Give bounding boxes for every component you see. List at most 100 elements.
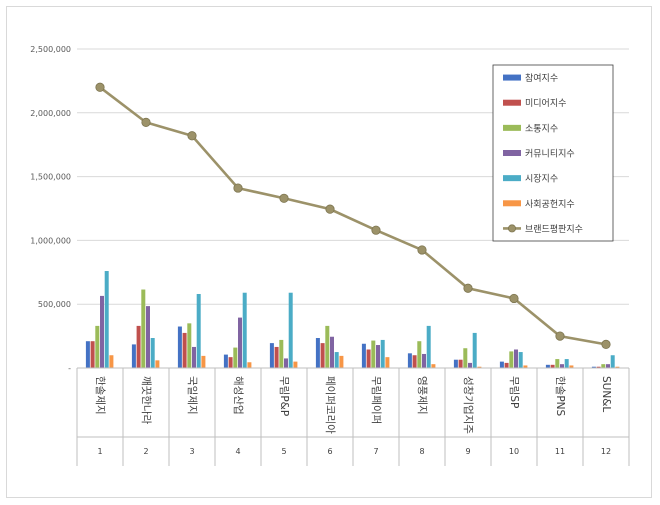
line-path — [99, 86, 607, 346]
bar — [192, 346, 196, 368]
bar — [247, 362, 252, 368]
bar — [201, 355, 206, 368]
bar — [601, 364, 606, 368]
bar — [606, 364, 610, 368]
brand-reputation-chart: - 500,000 1,000,000 1,500,000 2,000,000 2,500… — [30, 45, 630, 466]
category-number: 2 — [143, 447, 148, 456]
line-point — [141, 117, 151, 127]
legend-label: 시장지수 — [525, 174, 558, 185]
y-tick-label: 2,000,000 — [30, 109, 71, 118]
bar — [182, 332, 187, 368]
bar — [228, 357, 233, 368]
bar — [196, 293, 201, 368]
bar — [545, 364, 550, 368]
bar — [242, 292, 247, 368]
legend-label: 사회공헌지수 — [525, 199, 575, 210]
line-point — [601, 339, 611, 349]
legend-swatch — [503, 74, 521, 81]
line-point — [279, 193, 289, 203]
y-tick-label: 1,500,000 — [30, 173, 71, 182]
x-tick-label: 국일제지 — [186, 376, 199, 415]
bar — [468, 362, 472, 368]
bar — [187, 323, 192, 368]
bar — [85, 341, 90, 368]
y-tick-label: - — [68, 364, 71, 373]
legend-swatch — [503, 200, 521, 207]
legend-line-marker — [507, 224, 516, 233]
bar — [223, 354, 228, 368]
legend-label: 커뮤니티지수 — [525, 149, 575, 160]
bar — [518, 352, 523, 368]
bar — [233, 347, 238, 368]
bar — [514, 349, 518, 368]
category-number: 3 — [189, 447, 194, 456]
bar — [504, 362, 509, 368]
line-point — [463, 283, 473, 293]
bar — [155, 360, 160, 368]
bar — [472, 332, 477, 368]
bar — [499, 361, 504, 368]
bar — [463, 348, 468, 368]
legend-swatch — [503, 150, 521, 156]
bar — [426, 325, 431, 368]
bar — [615, 366, 620, 368]
category-number: 7 — [373, 447, 378, 456]
bar — [407, 353, 412, 368]
legend-label: 미디어지수 — [525, 98, 566, 109]
legend-swatch — [503, 175, 521, 182]
bar — [334, 352, 339, 368]
bar — [279, 339, 284, 368]
bar — [385, 357, 390, 368]
legend-swatch — [503, 99, 521, 106]
bar — [422, 353, 426, 368]
line-point — [233, 183, 243, 193]
bar — [320, 343, 325, 368]
line-point — [417, 245, 427, 255]
bar — [90, 341, 95, 368]
bar — [380, 339, 385, 368]
bar — [109, 355, 114, 368]
bar — [177, 326, 182, 368]
bar — [141, 289, 146, 368]
bar — [376, 345, 380, 368]
legend-label: 참여지수 — [525, 72, 558, 84]
bar — [269, 343, 274, 368]
bar — [284, 358, 288, 368]
bar — [431, 364, 436, 368]
y-axis: - 500,000 1,000,000 1,500,000 2,000,000 2,500… — [30, 45, 71, 373]
category-number: 12 — [601, 447, 611, 456]
y-tick-label: 2,500,000 — [30, 45, 71, 54]
bar — [100, 295, 104, 368]
x-tick-label: 성창기업지주 — [462, 376, 475, 434]
bar — [366, 349, 371, 368]
category-number: 1 — [97, 447, 102, 456]
bar — [569, 365, 574, 368]
x-tick-label: 깨끗한나라 — [140, 376, 152, 425]
bar — [477, 366, 482, 368]
bar — [550, 364, 555, 368]
line-point — [325, 204, 335, 214]
bar — [371, 340, 376, 368]
bar — [453, 359, 458, 368]
bar — [509, 351, 514, 368]
bar — [104, 271, 109, 368]
line-point — [187, 131, 197, 141]
line-point — [95, 82, 105, 92]
x-tick-label: 무림SP — [508, 376, 520, 408]
line-point — [509, 293, 519, 304]
category-number: 10 — [509, 447, 519, 456]
x-tick-label: 해성산업 — [232, 376, 245, 415]
bar — [330, 336, 334, 368]
category-number: 9 — [465, 447, 470, 456]
bar — [560, 364, 564, 368]
line-point — [371, 225, 381, 235]
bar — [274, 346, 279, 368]
category-number: 11 — [555, 447, 565, 456]
bar — [361, 343, 366, 368]
legend-swatch — [503, 124, 521, 131]
bar — [596, 366, 601, 368]
bar — [555, 359, 560, 368]
bar — [131, 344, 136, 368]
bar — [95, 325, 100, 368]
